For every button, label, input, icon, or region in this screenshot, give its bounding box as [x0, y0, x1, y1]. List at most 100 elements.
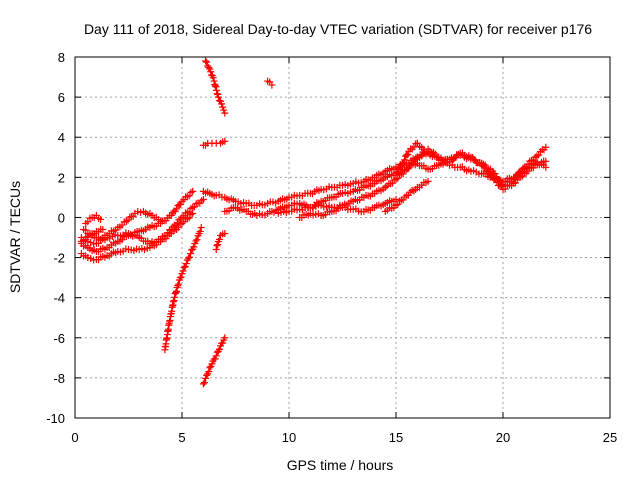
x-tick-label: 15 [389, 430, 403, 445]
y-tick-label: -4 [53, 291, 65, 306]
data-point [171, 293, 179, 301]
data-point [211, 355, 219, 363]
data-point [176, 215, 184, 223]
data-point [393, 168, 401, 176]
data-point [210, 77, 218, 85]
data-series [221, 143, 550, 219]
data-point [392, 195, 400, 203]
data-point [213, 90, 221, 98]
y-tick-label: -8 [53, 371, 65, 386]
data-point [404, 150, 412, 158]
data-point [221, 109, 229, 117]
data-point [172, 289, 180, 297]
data-point [420, 145, 428, 153]
data-point [392, 169, 400, 177]
data-series [202, 57, 229, 117]
data-point [533, 152, 541, 160]
data-point [202, 374, 210, 382]
data-point [396, 197, 404, 205]
data-point [197, 223, 205, 231]
data-series [264, 77, 276, 89]
data-point [97, 215, 105, 223]
data-point [203, 371, 211, 379]
data-point [199, 380, 207, 388]
data-point [177, 200, 185, 208]
x-tick-label: 20 [496, 430, 510, 445]
data-point [542, 163, 550, 171]
x-tick-label: 5 [178, 430, 185, 445]
plot-frame [74, 56, 611, 419]
data-point [187, 188, 195, 196]
data-point [190, 243, 198, 251]
data-point [482, 167, 490, 175]
x-tick-label: 25 [603, 430, 617, 445]
data-point [205, 368, 213, 376]
data-point [221, 137, 229, 145]
data-point [202, 57, 210, 65]
data-point [221, 334, 229, 342]
data-point [124, 216, 132, 224]
data-point [410, 187, 418, 195]
data-series [199, 137, 229, 149]
data-point [412, 154, 420, 162]
x-axis-label: GPS time / hours [287, 457, 394, 473]
data-point [479, 162, 487, 170]
data-point [491, 170, 499, 178]
data-point [214, 241, 222, 249]
data-point [215, 235, 223, 243]
data-point [401, 156, 409, 164]
y-tick-label: 6 [58, 90, 65, 105]
data-point [481, 164, 489, 172]
data-point [404, 165, 412, 173]
data-point [173, 219, 181, 227]
data-point [187, 204, 195, 212]
data-point [179, 267, 187, 275]
data-point [170, 297, 178, 305]
data-series [199, 334, 229, 388]
data-point [496, 182, 504, 190]
y-tick-label: 4 [58, 130, 65, 145]
data-point [397, 162, 405, 170]
grid-lines [75, 57, 610, 418]
data-point [214, 93, 222, 101]
data-point [219, 339, 227, 347]
data-series [161, 223, 205, 354]
y-tick-label: 2 [58, 170, 65, 185]
data-point [220, 106, 228, 114]
data-point [174, 282, 182, 290]
data-point [209, 74, 217, 82]
data-point [221, 229, 229, 237]
data-point [173, 205, 181, 213]
data-point [189, 187, 197, 195]
data-point [206, 364, 214, 372]
data-point [200, 379, 208, 387]
y-tick-label: -10 [46, 411, 65, 426]
data-point [212, 246, 220, 254]
data-point [190, 203, 198, 211]
data-point [180, 263, 188, 271]
data-point [122, 217, 130, 225]
data-point [203, 58, 211, 66]
data-point [519, 164, 527, 172]
x-tick-label: 10 [282, 430, 296, 445]
data-point [410, 157, 418, 165]
data-point [196, 227, 204, 235]
data-points [77, 57, 550, 388]
data-point [199, 195, 207, 203]
data-point [169, 298, 177, 306]
y-tick-label: 0 [58, 210, 65, 225]
data-point [157, 217, 165, 225]
data-point [491, 176, 499, 184]
data-point [542, 157, 550, 165]
data-point [172, 287, 180, 295]
data-series [296, 195, 400, 222]
data-point [268, 81, 276, 89]
data-point [394, 200, 402, 208]
data-point [213, 242, 221, 250]
data-series [77, 225, 107, 246]
data-point [184, 254, 192, 262]
data-point [218, 100, 226, 108]
data-point [205, 64, 213, 72]
data-point [424, 177, 432, 185]
